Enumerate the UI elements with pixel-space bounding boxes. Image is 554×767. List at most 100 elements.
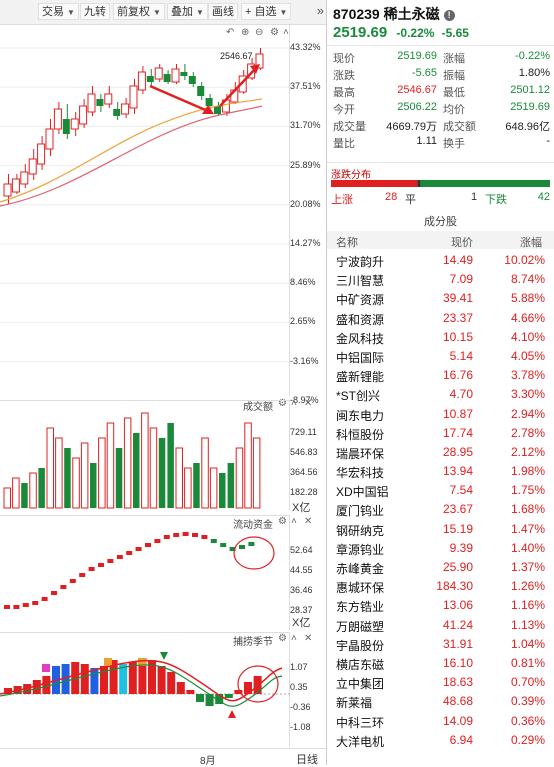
table-row[interactable]: 闽东电力 10.87 2.94% xyxy=(327,404,554,423)
divider xyxy=(326,0,327,765)
stock-name-cell: 闽东电力 xyxy=(336,408,385,423)
flow-marker xyxy=(173,533,180,537)
table-row[interactable]: 宁波韵升 14.49 10.02% xyxy=(327,250,554,269)
overlay-button[interactable]: 叠加 ▼ xyxy=(167,3,208,20)
table-row[interactable]: 中铝国际 5.14 4.05% xyxy=(327,346,554,365)
table-row[interactable]: 科恒股份 17.74 2.78% xyxy=(327,423,554,442)
price-cell: 7.09 xyxy=(449,272,473,287)
change-cell: 1.40% xyxy=(510,540,545,555)
season-bar xyxy=(71,662,80,694)
gear-icon[interactable]: ⚙ xyxy=(278,398,287,409)
table-row[interactable]: *ST创兴 4.70 3.30% xyxy=(327,384,554,403)
header-change[interactable]: 涨幅 xyxy=(520,237,542,249)
table-row[interactable]: XD中国铝 7.54 1.75% xyxy=(327,480,554,499)
chevron-up-icon[interactable]: ˄ xyxy=(291,516,297,527)
adjust-price-button[interactable]: 前复权 ▼ xyxy=(113,3,165,20)
double-chevron-right-icon[interactable]: » xyxy=(316,3,324,18)
table-row[interactable]: 章源钨业 9.39 1.40% xyxy=(327,538,554,557)
table-row[interactable]: 赤峰黄金 25.90 1.37% xyxy=(327,557,554,576)
zoom-out-icon[interactable]: ⊖ xyxy=(255,27,264,38)
nine-turn-button[interactable]: 九转 xyxy=(80,3,110,20)
chevron-down-icon: ▼ xyxy=(67,8,75,17)
flow-marker xyxy=(22,603,29,607)
change-cell: 2.12% xyxy=(510,444,545,459)
volume-unit: X亿 xyxy=(292,502,311,514)
close-icon[interactable]: ✕ xyxy=(304,516,313,527)
volume-tick-label: 364.56 xyxy=(290,467,318,477)
candle-body xyxy=(87,93,96,113)
table-row[interactable]: 华宏科技 13.94 1.98% xyxy=(327,461,554,480)
draw-line-button[interactable]: 画线 xyxy=(208,3,238,20)
table-row[interactable]: 金风科技 10.15 4.10% xyxy=(327,327,554,346)
table-row[interactable]: 东方锆业 13.06 1.16% xyxy=(327,595,554,614)
flow-marker xyxy=(239,545,245,549)
distribution-bar xyxy=(331,180,550,187)
table-row[interactable]: 盛和资源 23.37 4.66% xyxy=(327,308,554,327)
table-row[interactable]: 大洋电机 6.94 0.29% xyxy=(327,730,554,749)
volume-tick-label: 546.83 xyxy=(290,447,318,457)
candle-body xyxy=(104,93,113,105)
chevron-up-icon[interactable]: ˄ xyxy=(291,398,297,409)
season-bar xyxy=(205,694,214,706)
chevron-up-icon[interactable]: ˄ xyxy=(291,633,297,644)
zoom-in-icon[interactable]: ⊕ xyxy=(241,27,250,38)
table-row[interactable]: 惠城环保 184.30 1.26% xyxy=(327,576,554,595)
percent-tick-label: 25.89% xyxy=(290,159,321,170)
stock-name-cell: 华宏科技 xyxy=(336,466,385,481)
stock-name-cell: 中铝国际 xyxy=(336,350,385,365)
change-cell: 1.13% xyxy=(510,617,545,632)
table-row[interactable]: 新莱福 48.68 0.39% xyxy=(327,691,554,710)
close-icon[interactable]: ✕ xyxy=(304,398,313,409)
table-row[interactable]: 中科三环 14.09 0.36% xyxy=(327,711,554,730)
table-row[interactable]: 钢研纳克 15.19 1.47% xyxy=(327,519,554,538)
candle-body xyxy=(154,67,163,80)
table-row[interactable]: 立中集团 18.63 0.70% xyxy=(327,672,554,691)
info-icon[interactable]: ! xyxy=(443,10,455,21)
season-tick-label: -1.08 xyxy=(290,722,311,732)
quote-value: 2519.69 xyxy=(510,101,550,113)
candle-body xyxy=(70,118,79,130)
candle-body xyxy=(53,108,62,130)
table-row[interactable]: 万朗磁塑 41.24 1.13% xyxy=(327,615,554,634)
percent-tick-label: 2.65% xyxy=(290,316,316,327)
quote-label: 均价 xyxy=(443,104,465,116)
table-row[interactable]: 盛新锂能 16.76 3.78% xyxy=(327,365,554,384)
price-cell: 16.76 xyxy=(442,368,473,383)
header-name[interactable]: 名称 xyxy=(336,237,358,249)
table-row[interactable]: 中矿资源 39.41 5.88% xyxy=(327,288,554,307)
quote-value: 648.96亿 xyxy=(505,121,550,133)
table-row[interactable]: 厦门钨业 23.67 1.68% xyxy=(327,499,554,518)
table-row[interactable]: 宇晶股份 31.91 1.04% xyxy=(327,634,554,653)
flow-marker xyxy=(229,547,236,551)
flow-marker xyxy=(98,563,104,567)
up-label: 上涨 xyxy=(331,194,353,206)
season-bar xyxy=(42,676,51,694)
volume-title: 成交额 xyxy=(243,402,273,413)
quote-label: 今开 xyxy=(333,104,355,116)
volume-bar xyxy=(209,467,218,509)
gear-icon[interactable]: ⚙ xyxy=(278,633,287,644)
gear-icon[interactable]: ⚙ xyxy=(278,516,287,527)
table-row[interactable]: 横店东磁 16.10 0.81% xyxy=(327,653,554,672)
gear-icon[interactable]: ⚙ xyxy=(270,27,279,38)
season-bar xyxy=(253,676,262,694)
quote-panel: 870239 稀土永磁! 2519.69 -0.22% -5.65 现价 2519… xyxy=(327,0,554,765)
period-label[interactable]: 日线 xyxy=(296,754,318,766)
stock-name-cell: 中矿资源 xyxy=(336,293,385,308)
quote-label: 涨幅 xyxy=(443,53,465,65)
volume-bar xyxy=(3,487,11,509)
flow-marker xyxy=(41,597,48,601)
change-cell: 1.98% xyxy=(510,464,545,479)
season-marker xyxy=(42,664,50,672)
back-icon[interactable]: ↶ xyxy=(226,27,235,38)
header-price[interactable]: 现价 xyxy=(451,237,473,249)
change-cell: 1.26% xyxy=(510,579,545,594)
add-watchlist-button[interactable]: + 自选 ▼ xyxy=(241,3,292,20)
highlight-circle xyxy=(233,536,275,570)
trade-button[interactable]: 交易 ▼ xyxy=(38,3,79,20)
chevron-up-icon[interactable]: ˄ xyxy=(283,27,289,38)
close-icon[interactable]: ✕ xyxy=(304,633,313,644)
table-row[interactable]: 瑞晨环保 28.95 2.12% xyxy=(327,442,554,461)
table-row[interactable]: 三川智慧 7.09 8.74% xyxy=(327,269,554,288)
volume-bar xyxy=(29,472,37,509)
